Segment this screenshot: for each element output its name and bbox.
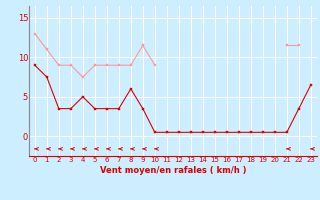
X-axis label: Vent moyen/en rafales ( km/h ): Vent moyen/en rafales ( km/h ) [100, 166, 246, 175]
